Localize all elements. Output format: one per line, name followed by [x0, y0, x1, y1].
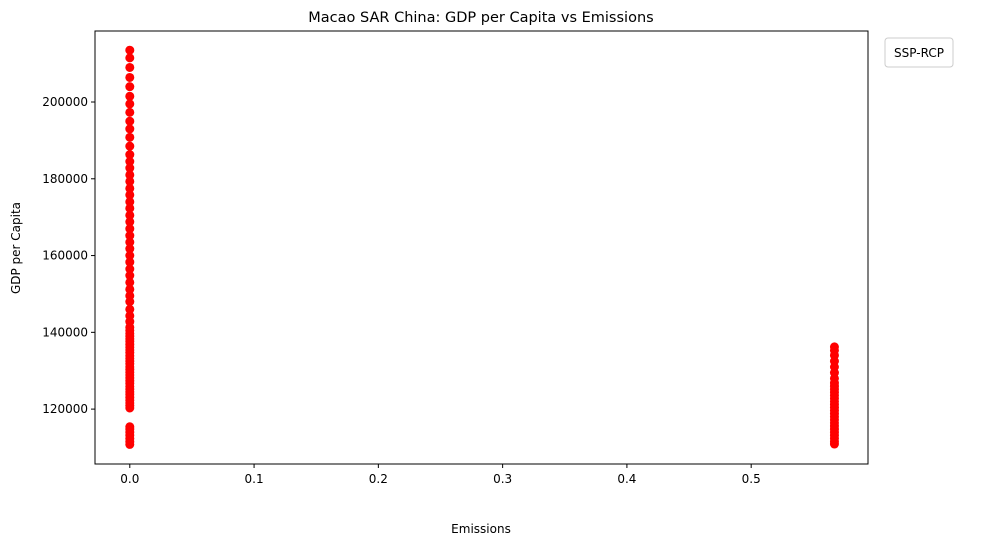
scatter-point — [125, 217, 135, 227]
scatter-point — [125, 176, 135, 186]
x-tick-label: 0.0 — [120, 472, 139, 486]
x-tick-label: 0.1 — [245, 472, 264, 486]
scatter-point — [125, 231, 135, 241]
scatter-point — [125, 82, 135, 92]
scatter-point — [125, 45, 135, 55]
scatter-point — [125, 141, 135, 151]
scatter-point — [125, 422, 135, 432]
scatter-point — [125, 170, 135, 180]
scatter-point — [125, 264, 135, 274]
legend: SSP-RCP — [884, 37, 954, 68]
scatter-point — [125, 210, 135, 220]
chart-title: Macao SAR China: GDP per Capita vs Emiss… — [308, 10, 653, 26]
scatter-point — [125, 271, 135, 281]
scatter-point — [125, 157, 135, 167]
scatter-point — [125, 99, 135, 109]
scatter-point — [125, 244, 135, 254]
x-tick-label: 0.4 — [617, 472, 636, 486]
scatter-point — [125, 304, 135, 314]
scatter-point — [125, 53, 135, 63]
scatter-point — [125, 62, 135, 72]
y-axis: 120000 140000 160000 180000 200000 — [42, 95, 95, 416]
y-tick-label: 160000 — [42, 249, 88, 263]
scatter-point — [125, 163, 135, 173]
scatter-point — [125, 91, 135, 101]
scatter-point — [125, 224, 135, 234]
scatter-point — [125, 72, 135, 82]
scatter-point — [125, 311, 135, 321]
legend-title: SSP-RCP — [894, 46, 944, 60]
scatter-point — [125, 291, 135, 301]
scatter-point — [829, 342, 839, 352]
scatter-point — [125, 277, 135, 287]
scatter-point — [125, 116, 135, 126]
y-tick-label: 200000 — [42, 95, 88, 109]
scatter-point — [125, 124, 135, 134]
scatter-point — [125, 197, 135, 207]
scatter-point — [125, 251, 135, 261]
y-tick-label: 120000 — [42, 402, 88, 416]
plot-frame — [94, 30, 869, 465]
legend-box — [884, 37, 954, 68]
scatter-point — [125, 203, 135, 213]
scatter-point — [125, 284, 135, 294]
x-axis: 0.0 0.1 0.2 0.3 0.4 0.5 — [120, 464, 761, 486]
scatter-point — [125, 107, 135, 117]
x-tick-label: 0.2 — [369, 472, 388, 486]
y-tick-label: 180000 — [42, 172, 88, 186]
scatter-point — [125, 190, 135, 200]
scatter-marks — [125, 45, 839, 449]
scatter-point — [125, 237, 135, 247]
scatter-point — [125, 183, 135, 193]
x-tick-label: 0.5 — [742, 472, 761, 486]
scatter-point — [125, 257, 135, 267]
y-axis-title: GDP per Capita — [9, 202, 23, 294]
scatter-point — [125, 132, 135, 142]
scatter-point — [125, 150, 135, 160]
x-tick-label: 0.3 — [493, 472, 512, 486]
x-axis-title: Emissions — [451, 522, 511, 536]
y-tick-label: 140000 — [42, 325, 88, 339]
